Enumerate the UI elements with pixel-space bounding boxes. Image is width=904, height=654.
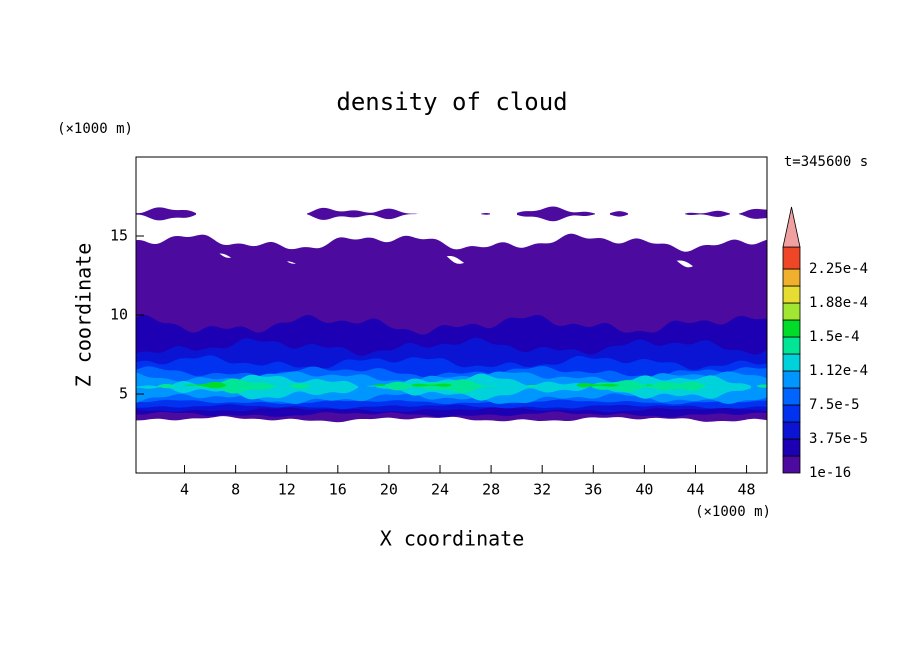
contour-region	[184, 381, 226, 389]
colorbar-band	[782, 285, 801, 304]
x-tick-label: 44	[686, 481, 704, 499]
colorbar-band	[782, 370, 801, 389]
y-unit: (×1000 m)	[57, 121, 133, 137]
contour-region	[157, 383, 175, 389]
colorbar-band	[782, 246, 801, 270]
contour-region	[412, 383, 451, 387]
colorbar-over	[782, 206, 801, 248]
contour-region	[577, 383, 619, 388]
x-tick-label: 40	[635, 481, 653, 499]
contour-region	[610, 211, 628, 217]
contour-region	[289, 383, 310, 389]
contour-region	[481, 213, 490, 215]
x-tick-label: 32	[533, 481, 551, 499]
contour-region	[367, 379, 496, 393]
colorbar-label: 1.88e-4	[809, 295, 868, 311]
contour-region	[136, 233, 767, 272]
y-tick-label: 5	[119, 385, 128, 403]
x-tick-label: 28	[482, 481, 500, 499]
colorbar-label: 1.5e-4	[809, 329, 860, 345]
contour-region	[685, 210, 730, 217]
x-tick-label: 16	[329, 481, 347, 499]
colorbar-band	[782, 336, 801, 355]
contour-field	[136, 206, 767, 423]
contour-region	[526, 384, 538, 388]
x-tick-label: 24	[431, 481, 449, 499]
x-unit: (×1000 m)	[695, 504, 771, 520]
colorbar-band	[782, 319, 801, 338]
x-tick-label: 8	[231, 481, 240, 499]
x-tick-label: 20	[380, 481, 398, 499]
colorbar-label: 1e-16	[809, 465, 851, 481]
chart-title: density of cloud	[336, 88, 567, 116]
colorbar-band	[782, 421, 801, 440]
colorbar-band	[782, 455, 801, 474]
x-tick-label: 4	[180, 481, 189, 499]
x-axis-label: X coordinate	[380, 527, 525, 551]
contour-region	[373, 384, 385, 387]
colorbar-label: 3.75e-5	[809, 431, 868, 447]
colorbar-band	[782, 268, 801, 287]
colorbar-label: 2.25e-4	[809, 261, 868, 277]
y-tick-label: 15	[110, 227, 128, 245]
colorbar-label: 7.5e-5	[809, 397, 860, 413]
contour-region	[136, 385, 160, 389]
colorbar-band	[782, 387, 801, 406]
x-tick-label: 36	[584, 481, 602, 499]
time-label: t=345600 s	[784, 154, 868, 170]
contour-region	[592, 380, 706, 393]
x-tick-label: 12	[278, 481, 296, 499]
colorbar-band	[782, 438, 801, 457]
y-axis-label: Z coordinate	[72, 243, 96, 388]
contour-region	[307, 207, 418, 220]
y-tick-label: 10	[110, 306, 128, 324]
contour-region	[757, 384, 767, 388]
colorbar-band	[782, 302, 801, 321]
contour-region	[739, 208, 767, 219]
contour-region	[517, 206, 595, 222]
contour-region	[193, 378, 277, 394]
colorbar-band	[782, 404, 801, 423]
contour-region	[136, 207, 196, 221]
colorbar-band	[782, 353, 801, 372]
colorbar-label: 1.12e-4	[809, 363, 868, 379]
x-tick-label: 48	[738, 481, 756, 499]
contour-region	[646, 384, 652, 386]
